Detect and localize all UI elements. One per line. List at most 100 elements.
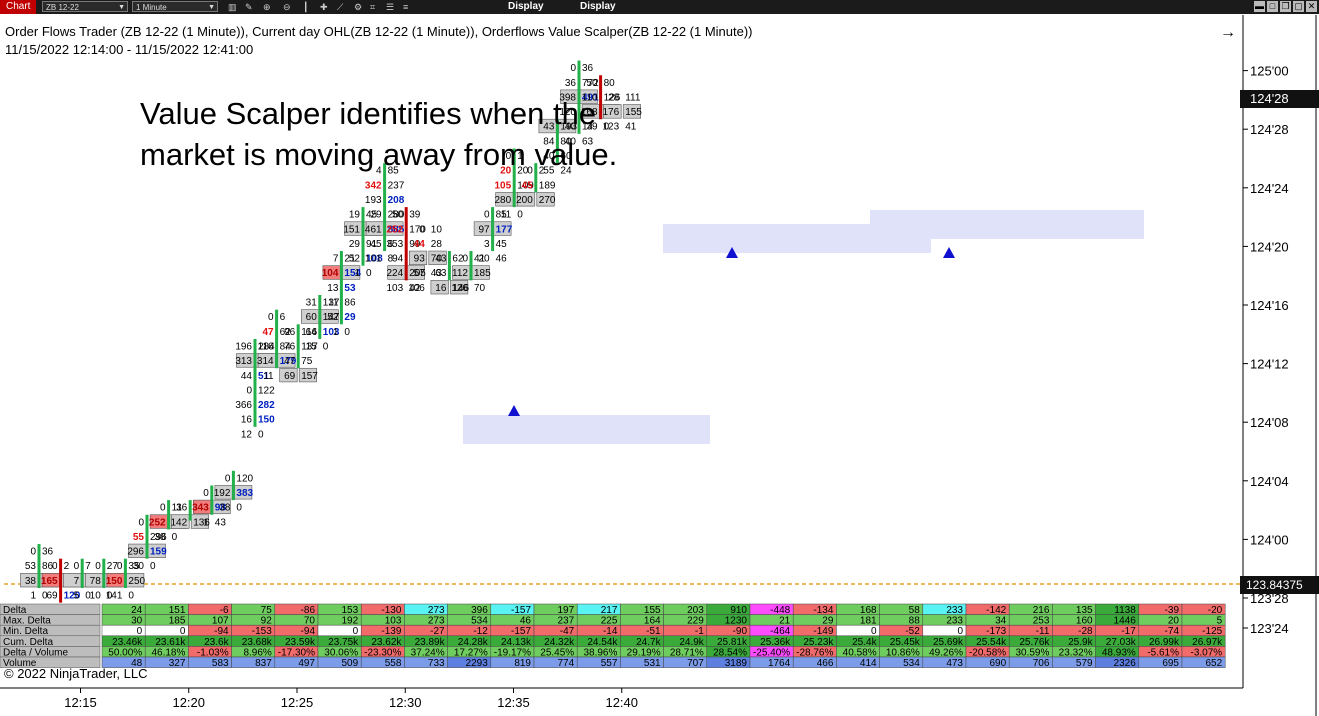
footprint-value: 99 bbox=[409, 239, 421, 250]
footprint-value: 50 bbox=[392, 210, 404, 221]
footprint-value: 80 bbox=[604, 78, 616, 89]
stats-cell bbox=[231, 656, 276, 668]
bar-type-icon[interactable]: ┃ bbox=[303, 2, 309, 12]
stats-cell bbox=[620, 603, 664, 615]
properties-icon[interactable]: ⚙ bbox=[354, 2, 363, 12]
stats-value: 690 bbox=[990, 658, 1007, 669]
strategy-icon[interactable]: ⌗ bbox=[370, 2, 376, 12]
minimize-icon[interactable]: ▬ bbox=[1254, 1, 1265, 12]
close-icon[interactable]: ✕ bbox=[1306, 1, 1317, 12]
footprint-value: 1 bbox=[333, 327, 339, 338]
stats-value: 38.96% bbox=[583, 647, 617, 658]
stats-cell bbox=[447, 646, 492, 658]
footprint-value: 105 bbox=[495, 180, 512, 191]
bar-chart-icon[interactable]: ▥ bbox=[228, 2, 237, 12]
footprint-bar: 0 10 44 28 93 70 57 43 106 15 bbox=[408, 224, 447, 294]
footprint-cell bbox=[430, 280, 449, 295]
stats-cell bbox=[576, 656, 621, 668]
stats-cell bbox=[1138, 614, 1183, 626]
crosshair-icon[interactable]: ✚ bbox=[320, 2, 328, 12]
footprint-value: 0 bbox=[95, 561, 101, 572]
stats-cell bbox=[1181, 603, 1226, 615]
interval-selector[interactable]: 1 Minute ▼ bbox=[132, 1, 218, 12]
stats-value: -464 bbox=[770, 626, 790, 637]
footprint-value: 196 bbox=[235, 341, 252, 352]
footprint-value: 205 bbox=[409, 268, 426, 279]
instrument-selector[interactable]: ZB 12-22 ▼ bbox=[42, 1, 128, 12]
stats-value: 46 bbox=[520, 616, 532, 627]
stats-value: -94 bbox=[214, 626, 229, 637]
footprint-cell bbox=[536, 192, 555, 207]
stats-value: 273 bbox=[428, 616, 445, 627]
stats-cell bbox=[749, 635, 794, 647]
footprint-value: 159 bbox=[150, 547, 167, 558]
stats-cell bbox=[188, 624, 232, 637]
stats-cell bbox=[620, 656, 664, 668]
stats-cell bbox=[922, 614, 967, 626]
time-tick-label: 12:15 bbox=[64, 695, 97, 710]
indicator-icon[interactable]: ☰ bbox=[386, 2, 395, 12]
maximize-window-icon[interactable]: ▢ bbox=[1293, 1, 1304, 12]
stats-value: -20 bbox=[1208, 605, 1223, 616]
zoom-in-icon[interactable]: ⊕ bbox=[263, 2, 271, 12]
stats-value: 0 bbox=[353, 626, 359, 637]
footprint-cell bbox=[106, 573, 125, 588]
stats-value: 1446 bbox=[1114, 616, 1137, 627]
footprint-value: 342 bbox=[365, 180, 382, 191]
stats-cell bbox=[792, 656, 837, 668]
footprint-value: 0 bbox=[570, 63, 576, 74]
stats-cell bbox=[706, 635, 751, 647]
footprint-value: 35 bbox=[128, 561, 140, 572]
drawing-tool-icon[interactable]: ⟋ bbox=[337, 2, 344, 12]
maximize-icon[interactable]: □ bbox=[1267, 1, 1278, 12]
stats-value: 25.4k bbox=[852, 637, 877, 648]
restore-icon[interactable]: ❐ bbox=[1280, 1, 1291, 12]
footprint-value: 64 bbox=[306, 327, 318, 338]
stats-cell bbox=[706, 646, 751, 658]
stats-cell bbox=[188, 646, 232, 658]
stats-cell bbox=[879, 635, 924, 647]
last-price-label: 124'28 bbox=[1240, 90, 1319, 108]
candle-body bbox=[361, 207, 365, 266]
stats-value: 34 bbox=[995, 616, 1007, 627]
stats-value: 707 bbox=[687, 658, 704, 669]
stats-cell bbox=[792, 603, 837, 615]
stats-value: -52 bbox=[905, 626, 920, 637]
zoom-out-icon[interactable]: ⊖ bbox=[283, 2, 291, 12]
footprint-value: 36 bbox=[42, 547, 54, 558]
footprint-value: 69 bbox=[284, 371, 296, 382]
stats-value: 23.89k bbox=[415, 637, 446, 648]
footprint-bar: 0 11 252 193 38 0 bbox=[149, 500, 189, 543]
footprint-value: 151 bbox=[343, 224, 360, 235]
stats-cell bbox=[749, 603, 794, 615]
footprint-value: 1 bbox=[203, 517, 209, 528]
chart-tab[interactable]: Chart bbox=[0, 0, 37, 14]
stats-value: -47 bbox=[560, 626, 575, 637]
footprint-bar: 50 39 252 170 353 99 94 73 224 205 103 42 bbox=[387, 207, 426, 294]
value-scalper-arrows bbox=[508, 247, 955, 416]
stats-value: 652 bbox=[1206, 658, 1223, 669]
footprint-value: 383 bbox=[236, 488, 253, 499]
stats-cell bbox=[1052, 646, 1096, 658]
footprint-value: 51 bbox=[258, 371, 270, 382]
footprint-bar: 0 41 112 185 126 70 bbox=[451, 251, 491, 294]
list-icon[interactable]: ≡ bbox=[403, 2, 409, 12]
stats-value: 25.23k bbox=[803, 637, 834, 648]
stats-value: -17.30% bbox=[278, 647, 315, 658]
stats-cell bbox=[620, 646, 664, 658]
stats-cell bbox=[1138, 635, 1183, 647]
arrow-right-icon[interactable]: → bbox=[1220, 24, 1236, 41]
stats-value: 23.68k bbox=[242, 637, 273, 648]
display-menu-2[interactable]: Display bbox=[580, 1, 616, 12]
footprint-value: 282 bbox=[258, 400, 275, 411]
stats-cell bbox=[188, 603, 232, 615]
stats-cell bbox=[965, 635, 1010, 647]
annotation-line-1: Value Scalper identifies when the bbox=[140, 96, 597, 131]
footprint-value: 53 bbox=[25, 561, 37, 572]
display-menu-1[interactable]: Display bbox=[508, 1, 544, 12]
pencil-icon[interactable]: ✎ bbox=[245, 2, 253, 12]
footprint-value: 94 bbox=[392, 254, 404, 265]
stats-cell bbox=[231, 624, 276, 637]
footprint-bar: 196 284 313 454 44 51 0 122 366 282 16 150 12 0 bbox=[235, 338, 275, 440]
